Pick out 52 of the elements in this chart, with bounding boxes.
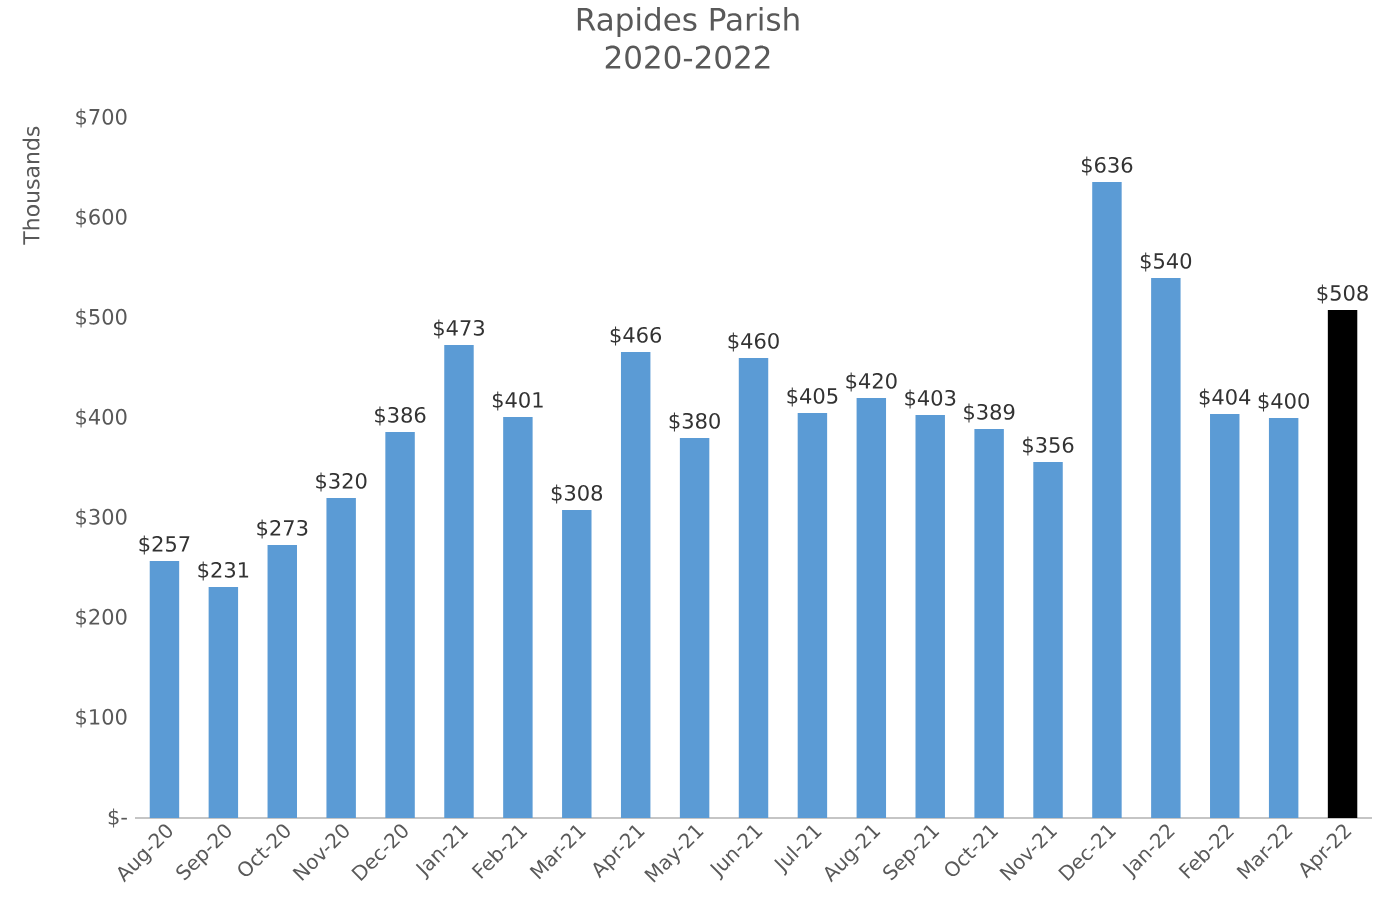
data-label: $473 [434,319,484,339]
bar [503,416,533,818]
data-label: $405 [787,387,838,407]
y-tick-label: $700 [76,108,127,128]
data-label: $380 [669,412,720,432]
data-label: $386 [375,406,426,426]
bar [562,510,592,818]
data-label: $308 [551,484,603,504]
data-label: $404 [1199,388,1251,408]
y-tick-label: $300 [76,508,127,528]
data-label: $508 [1317,284,1368,304]
bar [738,357,769,818]
bar [1092,181,1122,818]
bar [208,587,239,818]
data-label: $420 [846,372,897,392]
bar [856,397,887,818]
bar [679,437,710,818]
bar [444,345,474,818]
bar [326,498,356,818]
data-label: $401 [492,391,543,411]
bar [1210,414,1240,818]
data-label: $320 [316,472,367,492]
data-label: $636 [1081,156,1133,176]
data-label: $466 [610,326,662,346]
bar [267,545,297,818]
y-tick-label: $200 [76,608,127,628]
bar [385,432,415,818]
bar [1151,277,1181,818]
y-axis-title: Thousands [22,126,40,245]
bar [1327,309,1358,818]
data-label: $460 [728,332,779,352]
bar [1033,462,1063,818]
bar [620,351,651,818]
bar [974,428,1004,818]
data-label: $231 [198,561,249,581]
bar [797,412,828,818]
data-label: $400 [1258,392,1309,412]
data-label: $540 [1140,252,1192,272]
y-tick-label: $500 [76,308,127,328]
bar [149,561,180,818]
y-tick-label: $100 [76,708,127,728]
data-label: $389 [964,403,1015,423]
data-label: $273 [257,519,308,539]
bar [1268,418,1299,818]
data-label: $356 [1023,436,1074,456]
data-label: $257 [139,535,190,555]
bar [915,414,945,818]
chart-subtitle: 2020-2022 [605,45,770,70]
y-tick-label: $600 [76,208,127,228]
chart-title: Rapides Parish [577,7,799,38]
y-tick-label: $400 [76,408,127,428]
data-label: $403 [905,389,956,409]
